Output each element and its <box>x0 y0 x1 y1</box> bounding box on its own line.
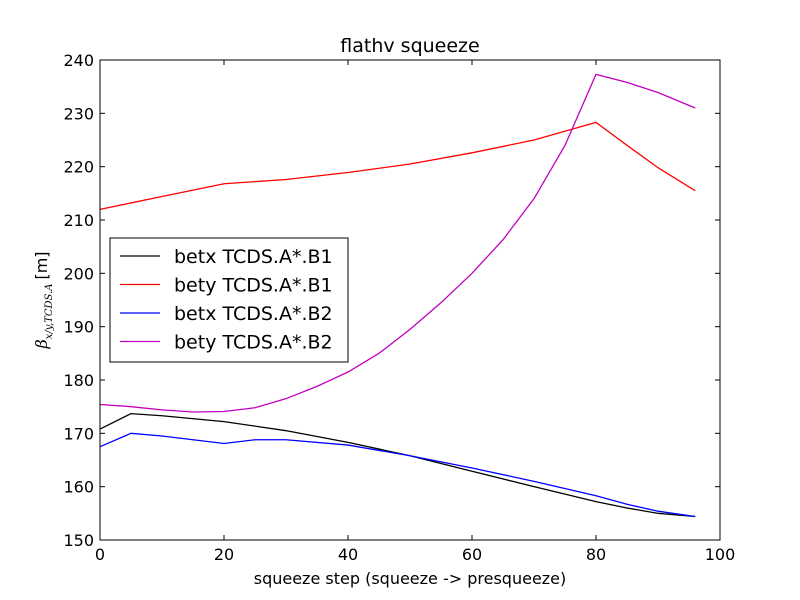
y-axis-label: βx/y,TCDS.A [m] <box>32 251 55 349</box>
y-axis-label-unit: [m] <box>32 251 51 279</box>
x-tick-label: 20 <box>214 545 234 564</box>
y-tick-label: 190 <box>63 318 94 337</box>
series-layer <box>99 73 696 518</box>
series-line-3 <box>99 432 696 518</box>
legend: betx TCDS.A*.B1 bety TCDS.A*.B1 betx TCDS.… <box>109 237 349 363</box>
series-line-2 <box>99 121 696 210</box>
plot-frame <box>99 59 721 541</box>
legend-label-1: betx TCDS.A*.B1 <box>174 246 333 268</box>
series-line-4 <box>99 73 696 413</box>
x-tick-label: 0 <box>95 545 105 564</box>
x-tick-label: 80 <box>586 545 606 564</box>
legend-label-4: bety TCDS.A*.B2 <box>174 332 333 354</box>
y-tick-label: 220 <box>63 158 94 177</box>
y-tick-label: 210 <box>63 211 94 230</box>
chart-title: flathv squeeze <box>340 35 479 57</box>
y-tick-label: 170 <box>63 424 94 443</box>
legend-label-3: betx TCDS.A*.B2 <box>174 303 333 325</box>
x-tick-label: 100 <box>705 545 736 564</box>
legend-label-2: bety TCDS.A*.B1 <box>174 275 333 297</box>
ticks-layer: 0 20 40 60 80 100 150 160 170 180 190 200 210 220 230 2… <box>63 51 735 564</box>
y-axis-label-symbol: β <box>32 339 51 349</box>
svg-text:βx/y,TCDS.A[m]: βx/y,TCDS.A [m] <box>32 251 55 349</box>
y-tick-label: 200 <box>63 264 94 283</box>
x-axis-label: squeeze step (squeeze -> presqueeze) <box>254 569 567 588</box>
y-tick-label: 160 <box>63 478 94 497</box>
y-tick-label: 230 <box>63 104 94 123</box>
y-tick-label: 240 <box>63 51 94 70</box>
y-tick-label: 150 <box>63 531 94 550</box>
y-tick-label: 180 <box>63 371 94 390</box>
x-tick-label: 60 <box>462 545 482 564</box>
y-axis-label-subscript: x/y,TCDS.A <box>44 284 55 340</box>
x-tick-label: 40 <box>338 545 358 564</box>
